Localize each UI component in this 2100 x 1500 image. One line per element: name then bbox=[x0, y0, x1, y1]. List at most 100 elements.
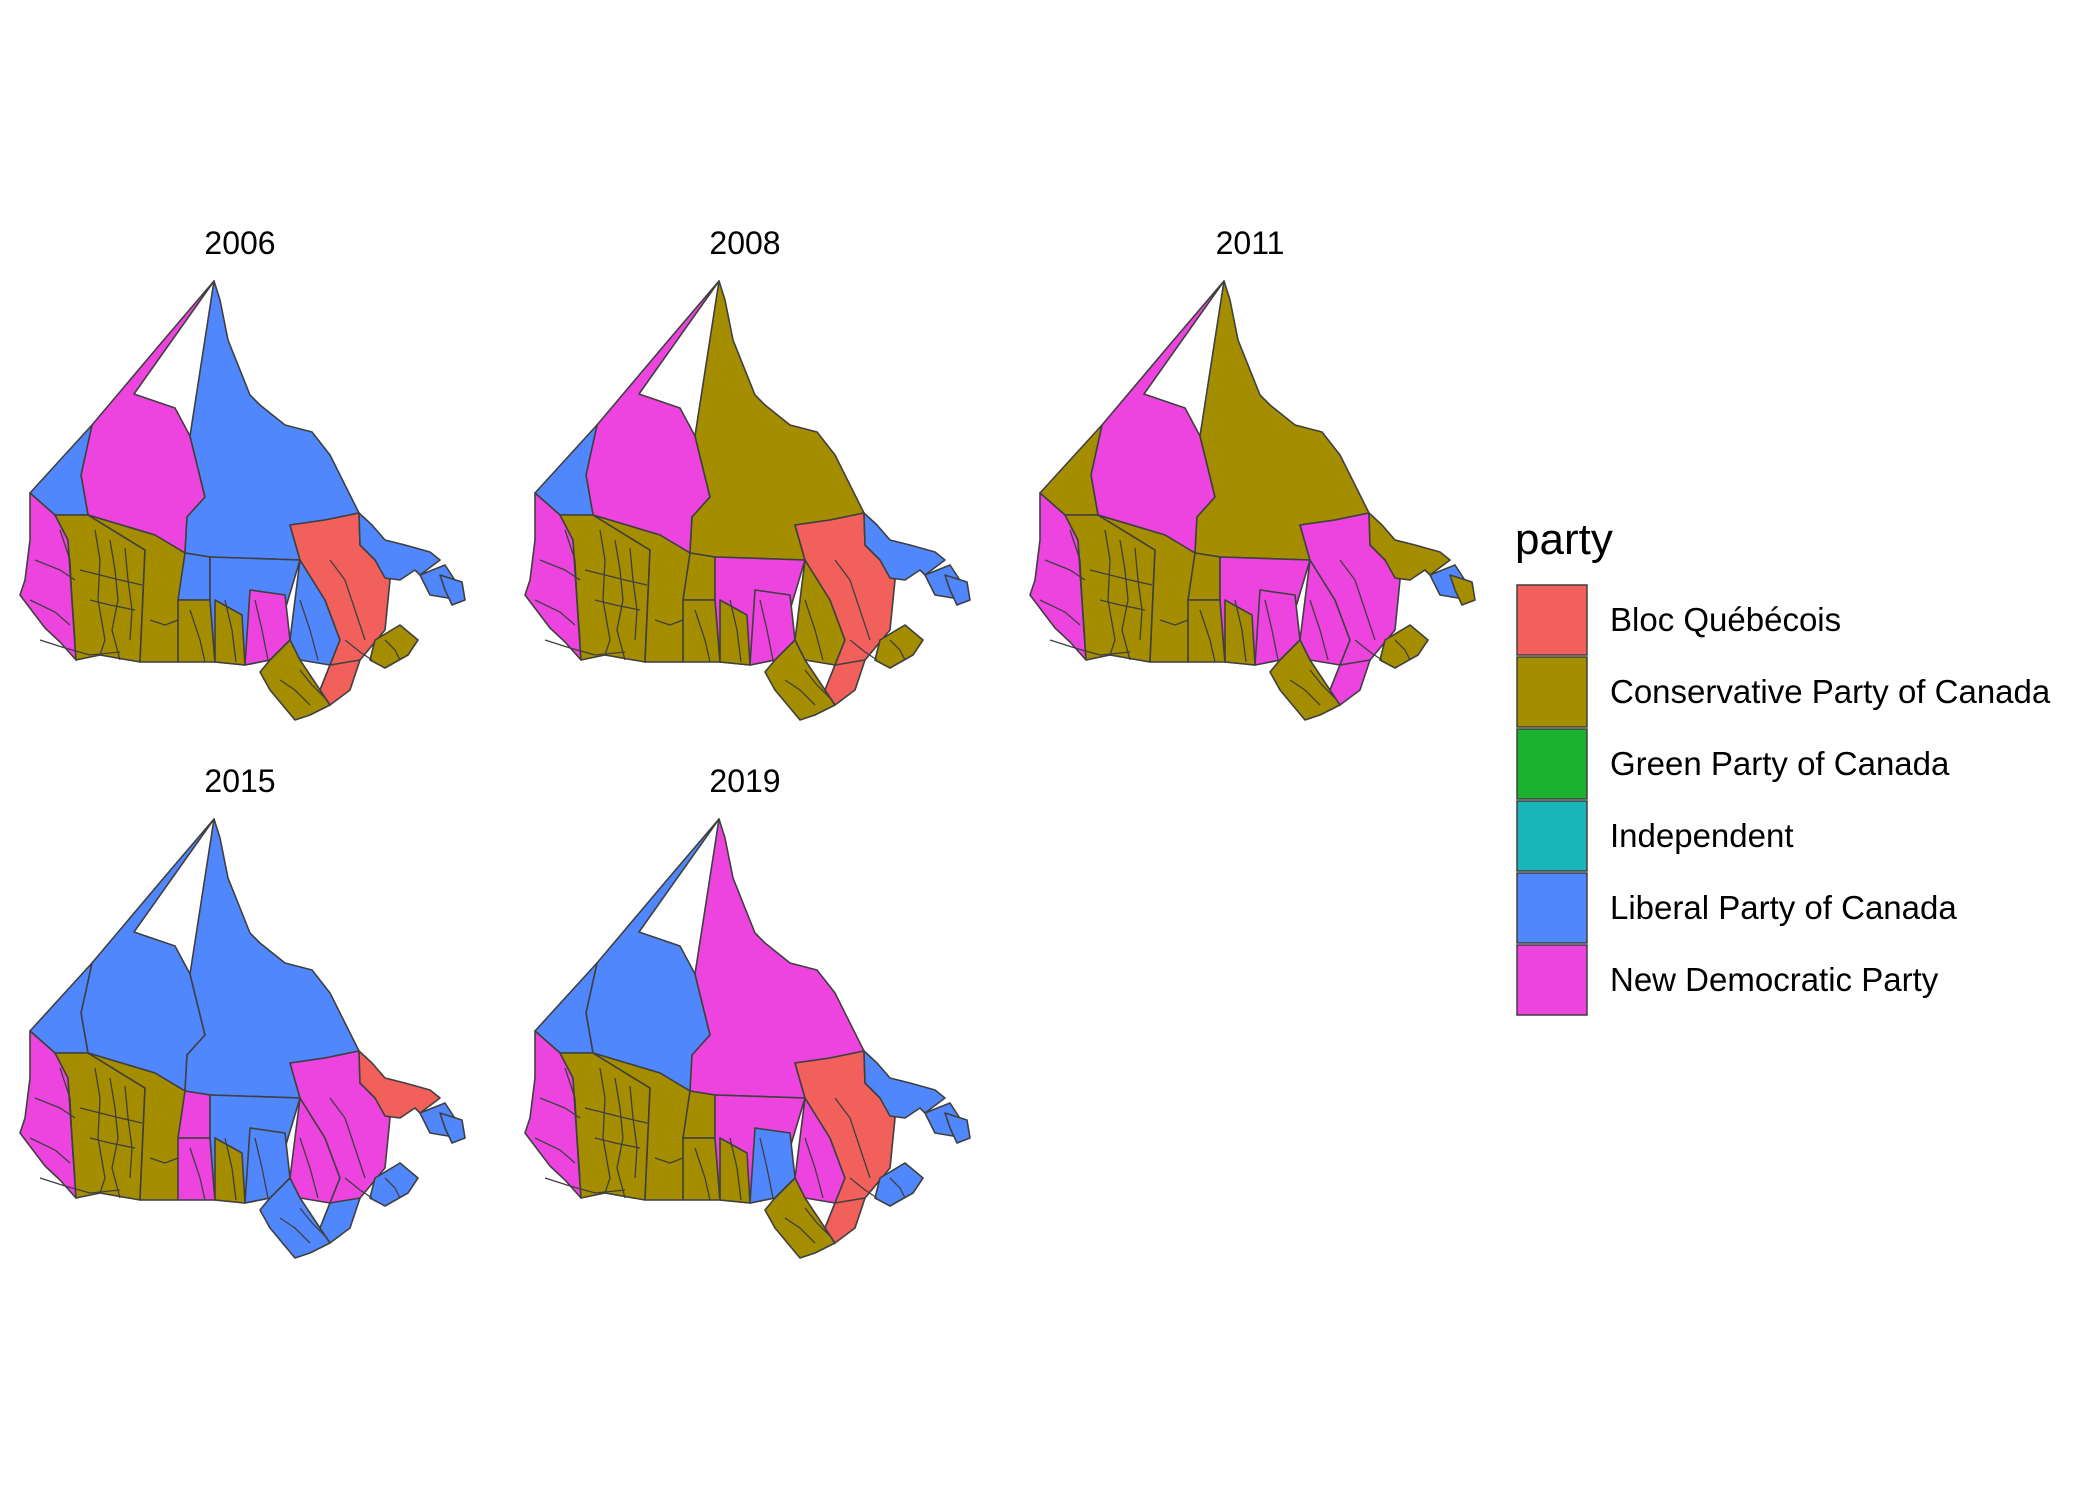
riding-line-10 bbox=[694, 609, 711, 663]
riding-line-2 bbox=[614, 1077, 626, 1199]
riding-line-17 bbox=[1394, 639, 1411, 661]
riding-line-18 bbox=[849, 1177, 878, 1199]
region-northern_islands-2015 bbox=[439, 1112, 466, 1144]
riding-line-2 bbox=[109, 1077, 121, 1199]
riding-line-5 bbox=[1039, 599, 1081, 626]
riding-line-13 bbox=[299, 599, 319, 661]
riding-line-12 bbox=[254, 599, 269, 661]
riding-boundaries-2019 bbox=[534, 1067, 906, 1244]
riding-line-10 bbox=[189, 609, 206, 663]
riding-line-0 bbox=[59, 1067, 76, 1179]
riding-line-8 bbox=[79, 569, 143, 586]
riding-line-18 bbox=[344, 1177, 373, 1199]
legend-entry-3: Independent bbox=[1516, 800, 1794, 872]
legend-swatch-5 bbox=[1516, 944, 1588, 1016]
riding-line-17 bbox=[384, 639, 401, 661]
legend-entry-5: New Democratic Party bbox=[1516, 944, 1939, 1016]
legend-entry-4: Liberal Party of Canada bbox=[1516, 872, 1957, 944]
panel-title-2008: 2008 bbox=[709, 225, 780, 261]
region-ontario_south-2019 bbox=[764, 1177, 836, 1259]
riding-line-1 bbox=[94, 1067, 106, 1194]
panel-title-2019: 2019 bbox=[709, 763, 780, 799]
riding-line-4 bbox=[539, 559, 581, 581]
riding-line-0 bbox=[564, 529, 581, 641]
riding-line-14 bbox=[834, 1097, 871, 1179]
region-northern_islands-2019 bbox=[944, 1112, 971, 1144]
riding-line-4 bbox=[1044, 559, 1086, 581]
region-maritimes-2015 bbox=[369, 1162, 419, 1207]
riding-line-6 bbox=[544, 639, 626, 656]
panel-title-2006: 2006 bbox=[204, 225, 275, 261]
riding-line-7 bbox=[89, 599, 136, 611]
riding-line-12 bbox=[759, 1137, 774, 1199]
riding-line-8 bbox=[584, 1107, 648, 1124]
riding-line-13 bbox=[804, 599, 824, 661]
region-quebec_south-2015 bbox=[319, 1197, 361, 1244]
riding-line-14 bbox=[329, 1097, 366, 1179]
region-northern_islands-2011 bbox=[1449, 574, 1476, 606]
riding-line-7 bbox=[594, 599, 641, 611]
riding-line-3 bbox=[629, 547, 638, 641]
riding-line-6 bbox=[1049, 639, 1131, 656]
legend-swatch-3 bbox=[1516, 800, 1588, 872]
riding-line-7 bbox=[89, 1137, 136, 1149]
region-northern_islands-2006 bbox=[439, 574, 466, 606]
legend-label-2: Green Party of Canada bbox=[1610, 745, 1950, 782]
riding-boundaries-2008 bbox=[534, 529, 906, 706]
riding-line-11 bbox=[729, 599, 742, 663]
riding-line-18 bbox=[344, 639, 373, 661]
riding-line-18 bbox=[849, 639, 878, 661]
legend-entries: Bloc Québécois Conservative Party of Cana… bbox=[1516, 584, 2051, 1016]
riding-line-9 bbox=[1159, 619, 1189, 626]
riding-line-5 bbox=[29, 1137, 71, 1164]
riding-line-11 bbox=[224, 599, 237, 663]
region-quebec_south-2011 bbox=[1329, 659, 1371, 706]
riding-line-16 bbox=[784, 1217, 816, 1244]
riding-line-16 bbox=[279, 679, 311, 706]
riding-line-14 bbox=[834, 559, 871, 641]
legend-entry-1: Conservative Party of Canada bbox=[1516, 656, 2051, 728]
riding-line-15 bbox=[1309, 669, 1336, 699]
panel-title-2011: 2011 bbox=[1216, 225, 1285, 261]
riding-line-10 bbox=[694, 1147, 711, 1201]
riding-line-1 bbox=[1104, 529, 1116, 656]
riding-line-4 bbox=[539, 1097, 581, 1119]
riding-line-0 bbox=[1069, 529, 1086, 641]
riding-line-7 bbox=[1099, 599, 1146, 611]
riding-line-17 bbox=[384, 1177, 401, 1199]
region-quebec_south-2006 bbox=[319, 659, 361, 706]
riding-line-2 bbox=[614, 539, 626, 661]
legend-entry-2: Green Party of Canada bbox=[1516, 728, 1950, 800]
riding-line-17 bbox=[889, 639, 906, 661]
riding-line-2 bbox=[109, 539, 121, 661]
riding-line-12 bbox=[254, 1137, 269, 1199]
riding-line-16 bbox=[279, 1217, 311, 1244]
riding-line-9 bbox=[654, 619, 684, 626]
region-maritimes-2019 bbox=[874, 1162, 924, 1207]
riding-line-9 bbox=[149, 619, 179, 626]
legend-swatch-1 bbox=[1516, 656, 1588, 728]
riding-line-10 bbox=[189, 1147, 206, 1201]
legend: party Bloc Québécois Conservative Party o… bbox=[1515, 515, 2051, 1016]
riding-line-5 bbox=[534, 1137, 576, 1164]
riding-line-0 bbox=[564, 1067, 581, 1179]
legend-swatch-4 bbox=[1516, 872, 1588, 944]
riding-line-3 bbox=[124, 547, 133, 641]
riding-boundaries-2011 bbox=[1039, 529, 1411, 706]
riding-line-4 bbox=[34, 1097, 76, 1119]
riding-line-12 bbox=[759, 599, 774, 661]
riding-line-10 bbox=[1199, 609, 1216, 663]
riding-line-1 bbox=[94, 529, 106, 656]
riding-line-11 bbox=[1234, 599, 1247, 663]
riding-line-9 bbox=[654, 1157, 684, 1164]
region-quebec_south-2008 bbox=[824, 659, 866, 706]
riding-line-2 bbox=[1119, 539, 1131, 661]
riding-line-15 bbox=[804, 1207, 831, 1237]
riding-line-7 bbox=[594, 1137, 641, 1149]
region-maritimes-2006 bbox=[369, 624, 419, 669]
riding-line-12 bbox=[1264, 599, 1279, 661]
riding-line-15 bbox=[299, 1207, 326, 1237]
riding-line-16 bbox=[784, 679, 816, 706]
riding-line-5 bbox=[29, 599, 71, 626]
